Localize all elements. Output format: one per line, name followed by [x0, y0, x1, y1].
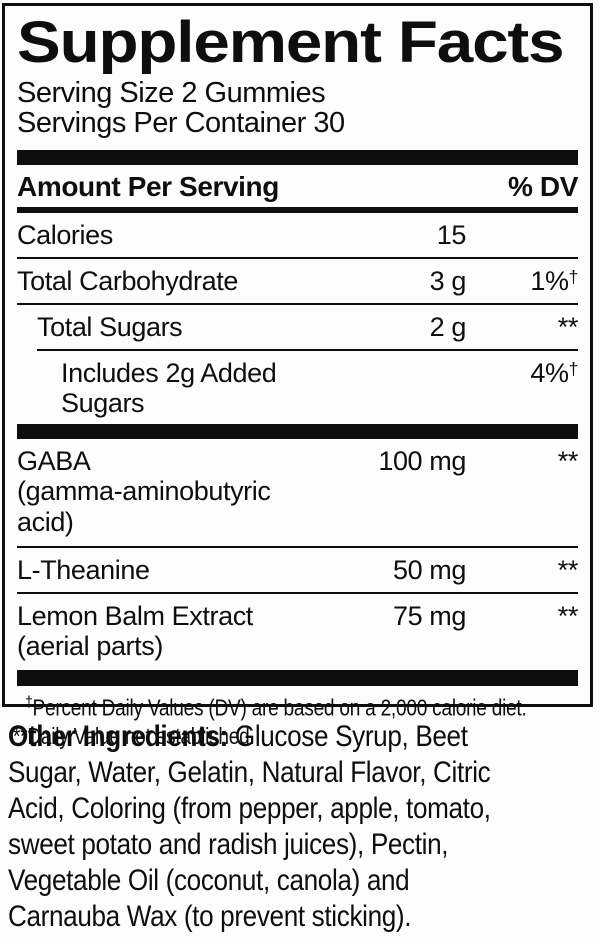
nutrient-name: L-Theanine — [17, 554, 150, 585]
nutrient-dv: ** — [466, 311, 579, 343]
row-rule — [17, 545, 578, 548]
footnote-not-established: **Daily Value not established. — [13, 722, 578, 750]
dv-value: ** — [557, 600, 579, 631]
supplement-facts-panel: Supplement Facts Serving Size 2 Gummies … — [2, 3, 593, 749]
thick-divider-bottom — [17, 670, 578, 687]
nutrient-dv: ** — [466, 554, 579, 586]
other-ingredients-label: Other Ingredients: — [8, 720, 228, 753]
serving-size-line: Serving Size 2 Gummies — [17, 77, 326, 109]
dv-value: 1% — [530, 265, 569, 296]
row-rule — [17, 591, 578, 594]
dv-value: ** — [557, 446, 579, 477]
nutrient-name-main: Lemon Balm Extract — [17, 600, 253, 631]
footnote-daily-value: †Percent Daily Values (DV) are based on … — [17, 693, 578, 722]
other-ingredients-line: Sugar, Water, Gelatin, Natural Flavor, C… — [8, 756, 491, 789]
dv-value: 4% — [530, 357, 569, 388]
nutrient-name-sub: (aerial parts) — [17, 631, 163, 662]
dv-value: ** — [557, 554, 579, 585]
other-ingredients-line: Vegetable Oil (coconut, canola) and — [8, 864, 410, 897]
panel-title: Supplement Facts — [17, 14, 578, 72]
panel-title-text: Supplement Facts — [17, 10, 565, 75]
nutrient-dv: 1%† — [466, 266, 578, 297]
nutrient-amount: 15 — [436, 219, 467, 250]
serving-info: Serving Size 2 Gummies Servings Per Cont… — [17, 77, 578, 139]
nutrient-amount: 3 g — [429, 265, 467, 296]
table-row-total-carbohydrate: Total Carbohydrate 3 g 1%† — [17, 259, 578, 303]
other-ingredients: Other Ingredients: Glucose Syrup, Beet S… — [8, 719, 600, 935]
thick-divider-middle — [17, 424, 578, 440]
header-rule — [17, 206, 578, 213]
nutrient-amount: 2 g — [429, 311, 467, 342]
table-row-calories: Calories 15 — [17, 213, 578, 257]
amount-per-serving-header: Amount Per Serving — [17, 170, 279, 202]
nutrient-name: Lemon Balm Extract (aerial parts) — [17, 601, 316, 661]
nutrient-name: Includes 2g Added Sugars — [61, 357, 277, 418]
dv-value: ** — [557, 311, 579, 342]
nutrient-name-sub: (gamma-aminobutyric acid) — [17, 476, 271, 537]
dv-mark: † — [568, 358, 579, 379]
nutrient-dv: 4%† — [466, 358, 578, 389]
table-row-added-sugars: Includes 2g Added Sugars 4%† — [17, 351, 578, 424]
thick-divider-top — [17, 149, 578, 165]
nutrient-dv: ** — [466, 446, 579, 477]
footnotes: †Percent Daily Values (DV) are based on … — [13, 693, 578, 750]
footnote-daily-value-text: †Percent Daily Values (DV) are based on … — [17, 693, 527, 722]
other-ingredients-text: Glucose Syrup, Beet — [227, 720, 468, 753]
nutrient-name-main: GABA — [17, 446, 91, 477]
row-rule — [17, 302, 578, 305]
nutrient-amount: 50 mg — [392, 554, 466, 585]
nutrient-name: GABA (gamma-aminobutyric acid) — [17, 446, 316, 537]
nutrient-dv: ** — [466, 600, 579, 632]
table-row-gaba: GABA (gamma-aminobutyric acid) 100 mg ** — [17, 439, 578, 546]
other-ingredients-line: Other Ingredients: Glucose Syrup, Beet — [8, 719, 523, 755]
footnote-text: Percent Daily Values (DV) are based on a… — [32, 695, 527, 722]
other-ingredients-line: Carnauba Wax (to prevent sticking). — [8, 900, 412, 933]
other-ingredients-line: Acid, Coloring (from pepper, apple, toma… — [8, 792, 491, 825]
nutrient-amount: 100 mg — [378, 446, 466, 477]
nutrient-name: Calories — [17, 219, 113, 250]
dv-mark: † — [568, 266, 579, 287]
table-row-total-sugars: Total Sugars 2 g ** — [17, 305, 578, 349]
nutrient-amount: 75 mg — [392, 600, 466, 631]
dagger-mark: † — [25, 693, 33, 712]
table-header-row: Amount Per Serving % DV — [17, 165, 578, 207]
table-row-lemon-balm: Lemon Balm Extract (aerial parts) 75 mg … — [17, 594, 578, 670]
other-ingredients-line: sweet potato and radish juices), Pectin, — [8, 828, 449, 861]
percent-dv-header: % DV — [508, 170, 578, 202]
servings-per-container-line: Servings Per Container 30 — [17, 106, 345, 139]
nutrient-name: Total Sugars — [37, 311, 183, 342]
row-rule — [17, 256, 578, 259]
row-rule-indented — [37, 348, 578, 351]
footnote-text: **Daily Value not established. — [13, 723, 255, 750]
table-row-l-theanine: L-Theanine 50 mg ** — [17, 548, 578, 592]
nutrient-name: Total Carbohydrate — [17, 265, 238, 296]
